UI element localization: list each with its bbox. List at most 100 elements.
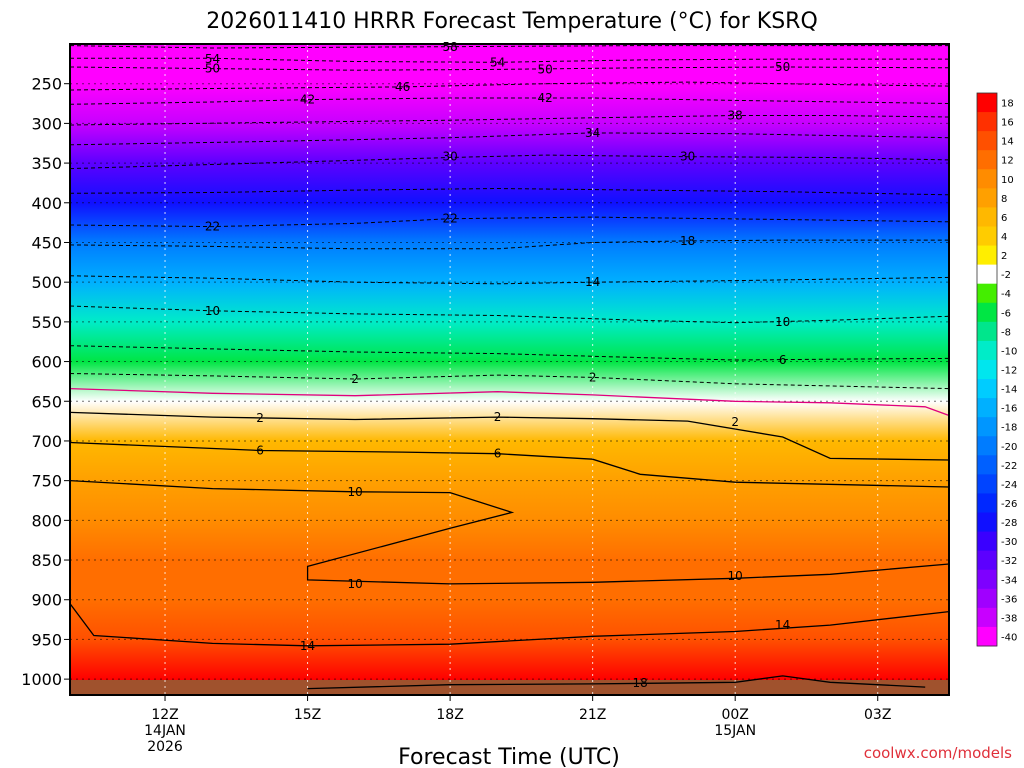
isotherm-label: 2	[494, 410, 502, 424]
y-tick-label: 350	[31, 154, 62, 173]
colorbar-segment	[977, 512, 997, 533]
colorbar-tick-label: -14	[1001, 385, 1017, 396]
isotherm-label: 50	[537, 62, 552, 76]
isotherm-label: 2	[589, 370, 597, 384]
isotherm--22	[70, 216, 949, 228]
y-tick-label: 700	[31, 432, 62, 451]
colorbar-segment	[977, 302, 997, 323]
isotherm-label: 50	[205, 62, 220, 76]
colorbar-tick-label: 8	[1001, 194, 1007, 205]
isotherm-0	[70, 387, 949, 417]
isotherm-label: 10	[347, 577, 362, 591]
colorbar-segment	[977, 359, 997, 380]
colorbar-segment	[977, 550, 997, 571]
colorbar-segment	[977, 436, 997, 456]
isotherm-label: 2	[731, 415, 739, 429]
y-axis: 250 300 350 400 450 500 550 600 650 700 750 800 850 9…	[21, 75, 70, 689]
y-tick-label: 1000	[21, 670, 62, 689]
colorbar-tick-label: -12	[1001, 366, 1017, 377]
y-tick-label: 800	[31, 511, 62, 530]
isotherm-6	[70, 441, 949, 488]
isotherm-label: 10	[347, 485, 362, 499]
colorbar-segment	[977, 531, 997, 552]
y-tick-label: 850	[31, 551, 62, 570]
colorbar-tick-label: 16	[1001, 118, 1014, 129]
isotherm-label: 30	[442, 150, 457, 164]
colorbar-segment	[977, 321, 997, 342]
colorbar-tick-label: 2	[1001, 251, 1007, 262]
x-tick-year: 2026	[147, 739, 183, 755]
isotherm-label: 2	[351, 372, 359, 386]
ground-below-surface	[70, 680, 949, 695]
colorbar-segment	[977, 588, 997, 609]
isotherm-label: 10	[205, 304, 220, 318]
y-tick-label: 900	[31, 591, 62, 610]
colorbar-tick-label: -16	[1001, 404, 1017, 415]
colorbar-segment	[977, 569, 997, 590]
y-tick-label: 250	[31, 75, 62, 94]
isotherm-label: 30	[680, 150, 695, 164]
colorbar-segment	[977, 150, 997, 170]
isotherm-2	[70, 411, 949, 461]
colorbar-segment	[977, 607, 997, 628]
colorbar-segment	[977, 493, 997, 514]
isotherm-label: 50	[775, 60, 790, 74]
colorbar-segment	[977, 264, 997, 285]
x-axis-title: Forecast Time (UTC)	[398, 745, 620, 768]
x-tick-label: 00Z	[721, 707, 748, 723]
isotherm-label: 6	[494, 447, 502, 461]
colorbar-tick-label: -28	[1001, 518, 1017, 529]
colorbar-tick-label: -40	[1001, 632, 1017, 643]
x-tick-label: 18Z	[436, 707, 463, 723]
colorbar-tick-label: -8	[1001, 327, 1011, 338]
isotherm-label: 54	[205, 52, 220, 66]
y-tick-label: 550	[31, 313, 62, 332]
colorbar-tick-label: -30	[1001, 537, 1017, 548]
colorbar-tick-label: -10	[1001, 346, 1017, 357]
colorbar-tick-label: 14	[1001, 137, 1014, 148]
isotherm-label: 22	[442, 212, 457, 226]
isotherm--46	[70, 81, 949, 91]
isotherm-label: 58	[442, 40, 457, 54]
colorbar-segment	[977, 474, 997, 494]
isotherm-10	[70, 479, 949, 585]
colorbar-frame	[976, 92, 998, 647]
colorbar-segment	[977, 188, 997, 208]
credit-link[interactable]: coolwx.com/models	[864, 744, 1012, 762]
colorbar-segment	[977, 112, 997, 132]
colorbar-tick-label: -32	[1001, 556, 1017, 567]
colorbar-segment	[977, 245, 997, 266]
colorbar-tick-label: -26	[1001, 499, 1017, 510]
plot-frame	[69, 43, 950, 696]
isotherm--14	[70, 275, 949, 285]
isotherm-label: 2	[256, 411, 264, 425]
colorbar-segment	[977, 93, 997, 113]
x-tick-label: 03Z	[864, 707, 891, 723]
colorbar-segment	[977, 417, 997, 437]
isotherm-label: 14	[585, 275, 600, 289]
y-tick-label: 450	[31, 233, 62, 252]
y-tick-label: 750	[31, 472, 62, 491]
isotherm-18	[307, 675, 926, 690]
colorbar-segment	[977, 131, 997, 151]
isotherm-label: 6	[256, 443, 264, 457]
isotherm-contours	[70, 45, 949, 690]
colorbar-segment	[977, 455, 997, 475]
x-tick-date: 15JAN	[714, 723, 756, 739]
colorbar-tick-label: -18	[1001, 423, 1017, 434]
isotherm-14	[70, 603, 949, 647]
isotherm--10	[70, 305, 949, 324]
colorbar-tick-label: -36	[1001, 594, 1017, 605]
colorbar-tick-label: -22	[1001, 461, 1017, 472]
colorbar-segment	[977, 340, 997, 361]
isotherm-label: 42	[300, 93, 315, 107]
isotherm-label: 22	[205, 220, 220, 234]
colorbar: 18 16 14 12 10 8 6 4 2 -2 -4 -6 -8 -10 -12 -14 -16 -18 -20…	[976, 92, 1017, 647]
isotherm-label: 42	[537, 91, 552, 105]
colorbar-segment	[977, 169, 997, 189]
isotherm--34	[70, 132, 949, 146]
isotherm--50	[70, 66, 949, 71]
isotherm--54	[70, 57, 949, 63]
y-tick-label: 950	[31, 630, 62, 649]
y-tick-label: 650	[31, 392, 62, 411]
